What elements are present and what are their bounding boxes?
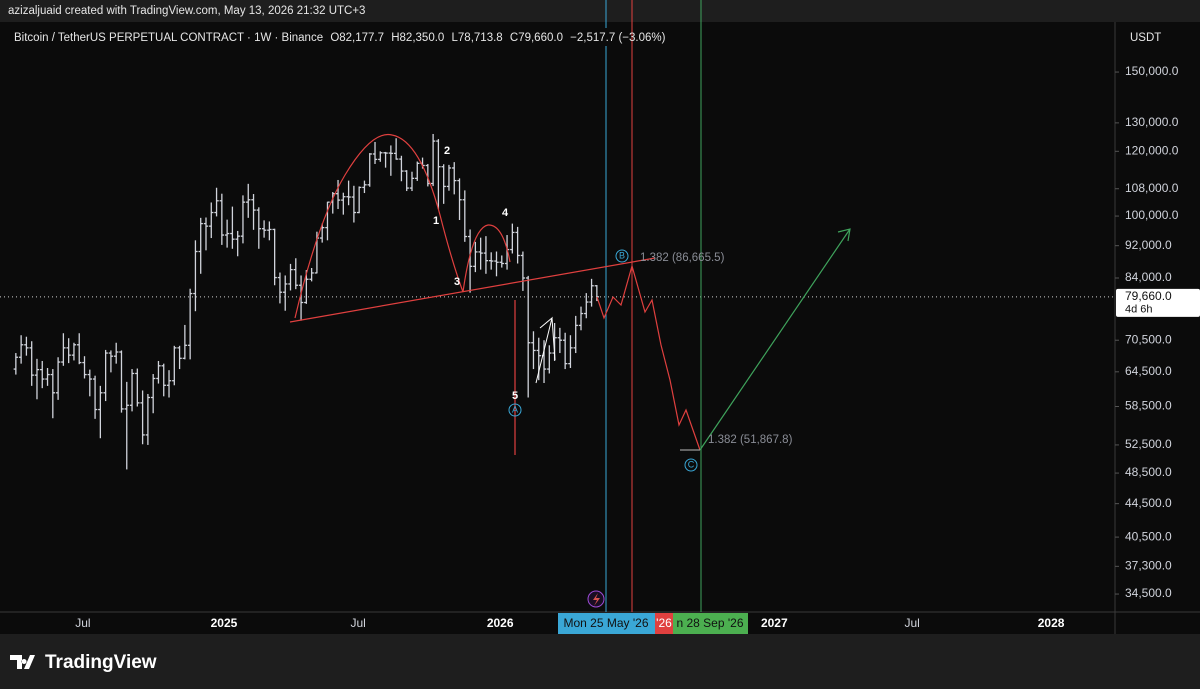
y-tick-label: 108,000.0 (1125, 181, 1179, 195)
fib-label: 1.382 (86,665.5) (640, 252, 725, 264)
wave-label: 3 (454, 276, 460, 288)
x-tick-label: 2028 (1038, 616, 1065, 630)
ohlc-open: O82,177.7 (330, 32, 384, 44)
date-box (673, 613, 748, 634)
brand: TradingView (45, 652, 157, 673)
countdown-label: 4d 6h (1125, 304, 1153, 316)
x-tick-label: Jul (350, 616, 365, 630)
x-tick-label: 2027 (761, 616, 788, 630)
date-label: '26 (656, 616, 672, 630)
x-tick-label: Jul (905, 616, 920, 630)
last-price-box (1116, 288, 1200, 317)
legend: Bitcoin / TetherUS PERPETUAL CONTRACT · … (8, 28, 666, 46)
wave-label: 2 (444, 145, 450, 157)
event-bolt (593, 593, 600, 606)
target-arrow (699, 228, 851, 451)
y-tick-label: 70,500.0 (1125, 332, 1172, 346)
wave-label: 5 (512, 390, 518, 402)
abc-label: C (688, 459, 695, 469)
ohlc-high: H82,350.0 (391, 32, 444, 44)
date-box (655, 613, 673, 634)
channel-drawing (535, 316, 556, 384)
fib-label: 1.382 (51,867.8) (708, 434, 793, 446)
date-label: n 28 Sep '26 (676, 616, 743, 630)
tv-logo (10, 655, 35, 669)
y-tick-label: 64,500.0 (1125, 364, 1172, 378)
legend-bg (8, 28, 630, 46)
y-tick-label: 120,000.0 (1125, 143, 1179, 157)
y-tick-label: 92,000.0 (1125, 238, 1172, 252)
y-tick-label: 37,300.0 (1125, 559, 1172, 573)
ohlc-change: −2,517.7 (−3.06%) (570, 32, 665, 44)
abc-label: B (619, 250, 625, 260)
abc-circle (615, 249, 629, 263)
legend-text: Bitcoin / TetherUS PERPETUAL CONTRACT · … (14, 32, 666, 44)
y-tick-label: 58,500.0 (1125, 399, 1172, 413)
creator-line: azizaljuaid created with TradingView.com… (8, 5, 365, 17)
projection-path (596, 263, 701, 451)
y-tick-label: 40,500.0 (1125, 529, 1172, 543)
currency: USDT (1130, 32, 1161, 44)
y-tick-label: 48,500.0 (1125, 465, 1172, 479)
y-tick-label: 84,000.0 (1125, 270, 1172, 284)
x-tick-label: 2026 (487, 616, 514, 630)
y-tick-label: 130,000.0 (1125, 115, 1179, 129)
wave-label: 1 (433, 215, 439, 227)
y-tick-label: 44,500.0 (1125, 496, 1172, 510)
y-tick-label: 52,500.0 (1125, 437, 1172, 451)
y-tick-label: 100,000.0 (1125, 208, 1179, 222)
symbol: Bitcoin / TetherUS PERPETUAL CONTRACT · … (14, 32, 323, 44)
date-box (558, 613, 655, 634)
date-label: Mon 25 May '26 (563, 616, 648, 630)
last-price-label: 79,660.0 (1125, 289, 1172, 303)
footer: TradingView (10, 652, 157, 673)
plot-area (0, 22, 1115, 612)
y-tick-label: 34,500.0 (1125, 586, 1172, 600)
drawings (289, 0, 851, 612)
x-tick-label: 2025 (211, 616, 238, 630)
wave-label: 4 (502, 207, 509, 219)
ohlc-low: L78,713.8 (452, 32, 503, 44)
abc-label: A (512, 404, 518, 414)
wave-labels: 1 2 3 4 5 A B C 1.382 (86,665.5) 1.382 (… (433, 145, 793, 608)
x-tick-label: Jul (75, 616, 90, 630)
price-axis (1115, 22, 1200, 612)
abc-circle (684, 458, 698, 472)
y-tick-label: 150,000.0 (1125, 64, 1179, 78)
arrow-head (837, 228, 851, 242)
head-arc (294, 133, 464, 319)
shoulder-arc (462, 224, 511, 293)
ohlc-close: C79,660.0 (510, 32, 563, 44)
abc-circle (508, 403, 522, 417)
neckline (289, 257, 656, 323)
date-markers: Mon 25 May '26 '26 n 28 Sep '26 (558, 613, 748, 634)
